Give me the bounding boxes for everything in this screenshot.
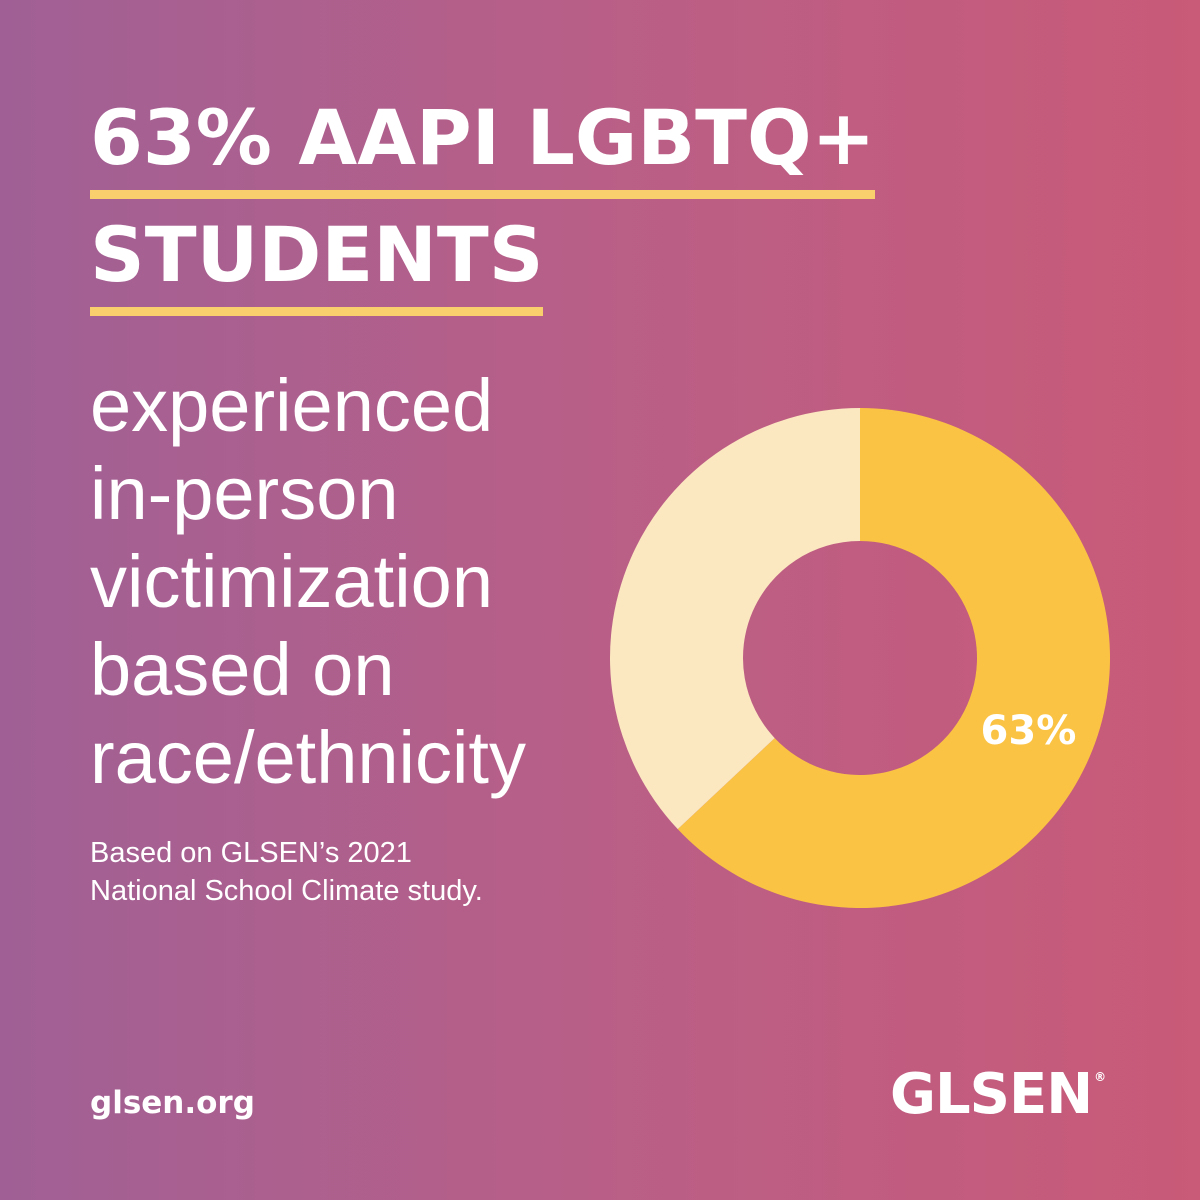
donut-slice-label: 63% bbox=[981, 708, 1077, 754]
statement-line: based on bbox=[90, 628, 395, 711]
registered-mark: ® bbox=[1094, 1070, 1106, 1084]
source-line: National School Climate study. bbox=[90, 875, 483, 907]
headline-line-1: 63% AAPI LGBTQ+ bbox=[90, 100, 876, 199]
statement-line: victimization bbox=[90, 540, 493, 623]
donut-chart: 63% bbox=[610, 408, 1110, 908]
source-line: Based on GLSEN’s 2021 bbox=[90, 837, 412, 869]
statement-line: in-person bbox=[90, 452, 399, 535]
headline-line-2: STUDENTS bbox=[90, 217, 544, 316]
statement-line: race/ethnicity bbox=[90, 716, 526, 799]
statement-line: experienced bbox=[90, 364, 494, 447]
source-note: Based on GLSEN’s 2021 National School Cl… bbox=[90, 834, 650, 910]
donut-slice-1 bbox=[610, 408, 860, 830]
headline: 63% AAPI LGBTQ+ STUDENTS bbox=[90, 100, 876, 334]
logo-text: GLSEN bbox=[890, 1062, 1093, 1127]
statement-text: experienced in-person victimization base… bbox=[90, 362, 630, 802]
website-link[interactable]: glsen.org bbox=[90, 1085, 255, 1121]
glsen-logo: GLSEN ® bbox=[890, 1062, 1106, 1127]
donut-slice-0 bbox=[677, 408, 1110, 908]
